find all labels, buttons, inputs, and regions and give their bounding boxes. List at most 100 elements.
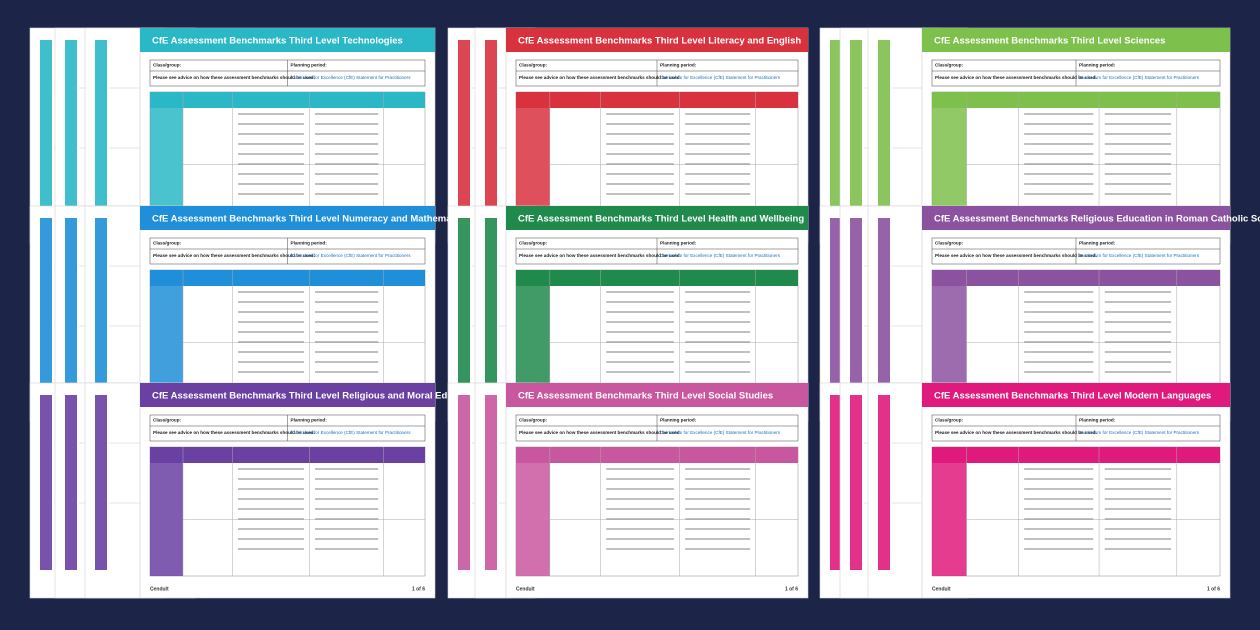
benchmark-head	[932, 270, 1220, 286]
class-group-label: Class/group:	[519, 241, 548, 246]
class-group-label: Class/group:	[935, 241, 964, 246]
document-header	[140, 28, 435, 52]
document-header	[922, 206, 1230, 230]
advice-text: Please see advice on how these assessmen…	[153, 253, 315, 258]
document-title: CfE Assessment Benchmarks Third Level Nu…	[152, 214, 468, 225]
planning-period-label: Planning period:	[660, 63, 697, 68]
document-title: CfE Assessment Benchmarks Third Level Sc…	[934, 36, 1165, 47]
brand: Cendult	[516, 586, 535, 592]
organiser-column	[516, 286, 550, 399]
benchmark-head	[516, 447, 798, 463]
practitioner-link[interactable]: Curriculum for Excellence (CfE) Statemen…	[1079, 253, 1200, 258]
back-page-strip	[458, 40, 470, 215]
planning-period-label: Planning period:	[291, 418, 328, 423]
class-group-label: Class/group:	[153, 241, 182, 246]
class-group-label: Class/group:	[153, 418, 182, 423]
class-group-label: Class/group:	[519, 418, 548, 423]
practitioner-link[interactable]: Curriculum for Excellence (CfE) Statemen…	[291, 75, 412, 80]
page-number: 1 of 6	[785, 586, 798, 592]
back-page-strip	[95, 218, 107, 393]
planning-period-label: Planning period:	[1079, 418, 1116, 423]
brand: Cendult	[150, 586, 169, 592]
organiser-column	[516, 463, 550, 576]
practitioner-link[interactable]: Curriculum for Excellence (CfE) Statemen…	[291, 253, 412, 258]
document-title: CfE Assessment Benchmarks Third Level So…	[518, 391, 773, 402]
advice-text: Please see advice on how these assessmen…	[935, 253, 1097, 258]
practitioner-link[interactable]: Curriculum for Excellence (CfE) Statemen…	[660, 75, 781, 80]
document-header	[506, 206, 808, 230]
back-page-strip	[40, 395, 52, 570]
organiser-column	[932, 108, 967, 221]
class-group-label: Class/group:	[153, 63, 182, 68]
planning-period-label: Planning period:	[660, 241, 697, 246]
document-header	[506, 28, 808, 52]
practitioner-link[interactable]: Curriculum for Excellence (CfE) Statemen…	[1079, 75, 1200, 80]
organiser-column	[516, 108, 550, 221]
document-group: CfE Assessment Benchmarks Third Level Re…	[29, 382, 481, 599]
benchmark-head	[150, 270, 425, 286]
planning-period-label: Planning period:	[1079, 63, 1116, 68]
back-page-strip	[850, 395, 862, 570]
back-page-strip	[65, 40, 77, 215]
back-page-strip	[485, 395, 497, 570]
organiser-column	[932, 286, 967, 399]
document-title: CfE Assessment Benchmarks Religious Educ…	[934, 214, 1260, 225]
practitioner-link[interactable]: Curriculum for Excellence (CfE) Statemen…	[660, 430, 781, 435]
organiser-column	[150, 463, 183, 576]
planning-period-label: Planning period:	[291, 63, 328, 68]
back-page-strip	[878, 40, 890, 215]
brand: Cendult	[932, 586, 951, 592]
organiser-column	[932, 463, 967, 576]
advice-text: Please see advice on how these assessmen…	[519, 430, 681, 435]
document-group: CfE Assessment Benchmarks Third Level So…	[447, 382, 809, 599]
document-title: CfE Assessment Benchmarks Third Level He…	[518, 214, 804, 225]
class-group-label: Class/group:	[935, 63, 964, 68]
advice-text: Please see advice on how these assessmen…	[519, 75, 681, 80]
organiser-column	[150, 108, 183, 221]
advice-text: Please see advice on how these assessmen…	[519, 253, 681, 258]
back-page-strip	[485, 40, 497, 215]
back-page-strip	[40, 40, 52, 215]
back-page-strip	[458, 395, 470, 570]
class-group-label: Class/group:	[935, 418, 964, 423]
document-title: CfE Assessment Benchmarks Third Level Re…	[152, 391, 481, 402]
document-title: CfE Assessment Benchmarks Third Level Te…	[152, 36, 403, 47]
benchmark-head	[932, 92, 1220, 108]
page-number: 1 of 6	[412, 586, 425, 592]
practitioner-link[interactable]: Curriculum for Excellence (CfE) Statemen…	[660, 253, 781, 258]
page-number: 1 of 6	[1207, 586, 1220, 592]
back-page-strip	[850, 40, 862, 215]
document-header	[922, 383, 1230, 407]
back-page-strip	[850, 218, 862, 393]
practitioner-link[interactable]: Curriculum for Excellence (CfE) Statemen…	[291, 430, 412, 435]
benchmark-head	[516, 270, 798, 286]
back-page-strip	[95, 395, 107, 570]
back-page-strip	[878, 218, 890, 393]
back-page-strip	[830, 395, 842, 570]
document-title: CfE Assessment Benchmarks Third Level Li…	[518, 36, 801, 47]
back-page-strip	[878, 395, 890, 570]
document-title: CfE Assessment Benchmarks Third Level Mo…	[934, 391, 1211, 402]
class-group-label: Class/group:	[519, 63, 548, 68]
document-header	[140, 206, 435, 230]
back-page-strip	[40, 218, 52, 393]
planning-period-label: Planning period:	[660, 418, 697, 423]
planning-period-label: Planning period:	[291, 241, 328, 246]
advice-text: Please see advice on how these assessmen…	[935, 75, 1097, 80]
benchmark-head	[516, 92, 798, 108]
advice-text: Please see advice on how these assessmen…	[153, 430, 315, 435]
back-page-strip	[485, 218, 497, 393]
practitioner-link[interactable]: Curriculum for Excellence (CfE) Statemen…	[1079, 430, 1200, 435]
document-header	[922, 28, 1230, 52]
organiser-column	[150, 286, 183, 399]
advice-text: Please see advice on how these assessmen…	[153, 75, 315, 80]
document-header	[506, 383, 808, 407]
back-page-strip	[65, 218, 77, 393]
advice-text: Please see advice on how these assessmen…	[935, 430, 1097, 435]
back-page-strip	[65, 395, 77, 570]
planning-period-label: Planning period:	[1079, 241, 1116, 246]
back-page-strip	[458, 218, 470, 393]
document-group: CfE Assessment Benchmarks Third Level Mo…	[819, 382, 1231, 599]
back-page-strip	[830, 40, 842, 215]
